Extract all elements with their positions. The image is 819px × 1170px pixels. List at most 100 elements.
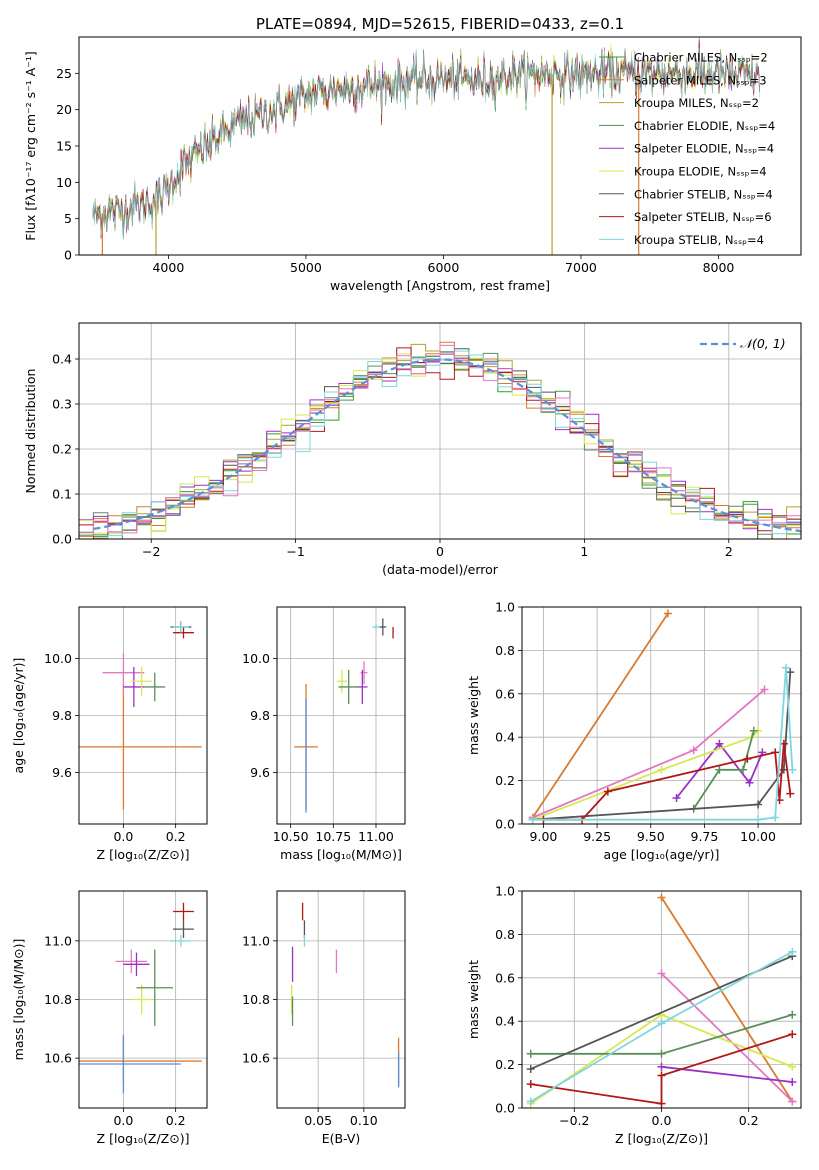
weight-marker	[781, 663, 790, 672]
histogram-series	[79, 344, 801, 534]
panel-mass-weight-vs-age: 9.00 9.25 9.50 9.75 10.00 0.0 0.2 0.4 0.6 0.8 1.0 a…	[466, 600, 802, 862]
axes-frame	[78, 36, 802, 256]
panel-mass-vs-EBV: 0.05 0.10 10.6 10.8 11.0 E(B-V)	[242, 890, 406, 1146]
x-tick-label: 9.75	[691, 829, 719, 844]
y-tick-label: 11.0	[242, 933, 270, 948]
x-tick-label: 0	[436, 544, 444, 559]
plot-area	[290, 902, 400, 1088]
plot-area	[79, 621, 202, 810]
legend-entry: Chabrier STELIB, Nₛₛₚ=4	[634, 187, 773, 201]
weight-marker	[786, 668, 795, 677]
y-tick-label: 0.0	[495, 817, 515, 832]
x-tick-label: 5000	[290, 260, 322, 275]
x-tick-label: 0.05	[304, 1113, 332, 1128]
x-axis-label: Z [log₁₀(Z/Z⊙)]	[615, 1131, 708, 1146]
weight-marker	[689, 746, 698, 755]
plot-area	[92, 37, 760, 255]
y-tick-label: 0.6	[495, 686, 515, 701]
y-tick-label: 10.0	[242, 651, 270, 666]
y-tick-label: 0.0	[495, 1101, 515, 1116]
weight-marker	[771, 813, 780, 822]
weight-line	[532, 688, 766, 819]
weight-marker	[526, 1049, 535, 1058]
weight-line	[531, 613, 669, 818]
y-tick-label: 0.4	[52, 352, 72, 367]
weight-marker	[788, 765, 797, 774]
weight-marker	[657, 1099, 666, 1108]
y-tick-label: 0.6	[495, 970, 515, 985]
weight-marker	[760, 685, 769, 694]
weight-line	[543, 743, 792, 821]
plot-area	[79, 902, 202, 1094]
weight-marker	[771, 748, 780, 757]
y-tick-label: 1.0	[495, 600, 515, 615]
x-tick-label: 9.00	[530, 829, 558, 844]
y-tick-label: 10.6	[44, 1051, 72, 1066]
x-axis-label: Z [log₁₀(Z/Z⊙)]	[97, 1131, 190, 1146]
weight-line	[532, 667, 794, 821]
x-tick-label: −1	[286, 544, 304, 559]
figure-title: PLATE=0894, MJD=52615, FIBERID=0433, z=0…	[256, 15, 624, 33]
legend-entry: Kroupa MILES, Nₛₛₚ=2	[634, 96, 759, 110]
weight-marker	[754, 815, 763, 824]
weight-marker	[526, 1097, 535, 1106]
x-tick-label: 0.0	[113, 1113, 133, 1128]
x-tick-label: 0.2	[166, 1113, 186, 1128]
panel-spectrum: 4000 5000 6000 7000 8000 0 5 10 15 20 25 wavelength…	[23, 36, 802, 293]
y-tick-label: 0.0	[52, 532, 72, 547]
plot-area	[526, 893, 797, 1108]
weight-marker	[603, 787, 612, 796]
x-tick-label: 11.00	[358, 829, 394, 844]
x-tick-label: 10.00	[740, 829, 776, 844]
y-axis-label: Normed distribution	[23, 369, 38, 494]
y-tick-label: 0.2	[52, 442, 72, 457]
x-tick-label: 0.0	[113, 829, 133, 844]
x-tick-label: 9.50	[637, 829, 665, 844]
axes-frame	[78, 322, 802, 540]
y-tick-label: 0.4	[495, 1014, 515, 1029]
axes-frame	[276, 606, 406, 825]
weight-marker	[788, 1097, 797, 1106]
x-tick-label: 0.0	[652, 1113, 672, 1128]
x-axis-label: (data-model)/error	[382, 562, 499, 577]
x-tick-label: 2	[725, 544, 733, 559]
gaussian-curve	[93, 358, 801, 533]
weight-line	[532, 672, 792, 821]
y-tick-label: 0.3	[52, 397, 72, 412]
weight-line	[660, 972, 793, 1103]
x-axis-label: Z [log₁₀(Z/Z⊙)]	[97, 847, 190, 862]
weight-marker	[526, 1080, 535, 1089]
legend-entry: Salpeter MILES, Nₛₛₚ=3	[634, 73, 767, 87]
x-tick-label: 6000	[428, 260, 460, 275]
weight-marker	[715, 739, 724, 748]
y-tick-label: 9.6	[52, 765, 72, 780]
weight-marker	[754, 800, 763, 809]
y-tick-label: 1.0	[495, 884, 515, 899]
weight-marker	[657, 1071, 666, 1080]
y-axis-label: mass weight	[466, 960, 481, 1039]
plot-area	[294, 618, 394, 813]
panel-age-vs-Z: 0.0 0.2 9.6 9.8 10.0 Z [log₁₀(Z/Z⊙)] age [log₁…	[11, 606, 208, 862]
y-tick-label: 0	[64, 248, 72, 263]
legend-entry: 𝒩(0, 1)	[740, 336, 786, 351]
weight-marker	[743, 754, 752, 763]
x-tick-label: 1	[580, 544, 588, 559]
y-tick-label: 10.8	[44, 992, 72, 1007]
panel-mass-weight-vs-Z: −0.2 0.0 0.2 0.0 0.2 0.4 0.6 0.8 1.0 Z [log₁₀(Z/Z…	[466, 884, 802, 1146]
plot-area	[528, 609, 797, 824]
x-tick-label: −0.2	[559, 1113, 589, 1128]
weight-marker	[526, 1064, 535, 1073]
x-tick-label: 4000	[152, 260, 184, 275]
y-tick-label: 0.2	[495, 1057, 515, 1072]
panel-age-vs-mass: 10.50 10.75 11.00 9.6 9.8 10.0 mass [log₁₀(M/M…	[242, 606, 406, 862]
y-tick-label: 10.8	[242, 992, 270, 1007]
panel-mass-vs-Z: 0.0 0.2 10.6 10.8 11.0 Z [log₁₀(Z/Z⊙)] mass [l…	[11, 890, 208, 1146]
y-tick-label: 10.0	[44, 651, 72, 666]
y-tick-label: 11.0	[44, 933, 72, 948]
weight-marker	[788, 1030, 797, 1039]
y-tick-label: 20	[56, 102, 72, 117]
weight-marker	[657, 1019, 666, 1028]
weight-marker	[657, 893, 666, 902]
y-tick-label: 9.8	[250, 708, 270, 723]
weight-marker	[715, 765, 724, 774]
